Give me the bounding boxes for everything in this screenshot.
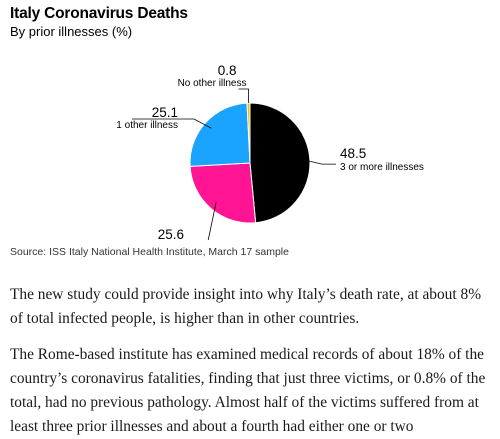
leader-line-3: [238, 88, 249, 103]
slice-category-label-3: No other illness: [178, 78, 247, 89]
article-paragraph-2: The Rome-based institute has examined me…: [10, 346, 486, 435]
slice-value-label-2: 25.1: [152, 105, 178, 120]
article-paragraph-1: The new study could provide insight into…: [10, 286, 482, 327]
slice-value-label-3: 0.8: [218, 63, 237, 78]
slice-value-label-0: 48.5: [340, 146, 366, 161]
pie-slice-1: [189, 162, 257, 224]
chart-title: Italy Coronavirus Deaths: [10, 5, 188, 22]
slice-category-label-0: 3 or more illnesses: [340, 162, 424, 173]
leader-line-0: [305, 160, 336, 165]
leader-line-1: [207, 202, 217, 240]
pie-slice-3: [246, 102, 251, 164]
leader-line-2: [132, 118, 212, 129]
slice-value-label-1: 25.6: [158, 227, 184, 240]
pie-slice-2: [189, 102, 251, 167]
chart-subtitle: By prior illnesses (%): [10, 24, 133, 39]
pie-slice-0: [249, 102, 311, 224]
slice-category-label-2: 1 other illness: [116, 120, 178, 131]
chart-source: Source: ISS Italy National Health Instit…: [10, 246, 289, 258]
